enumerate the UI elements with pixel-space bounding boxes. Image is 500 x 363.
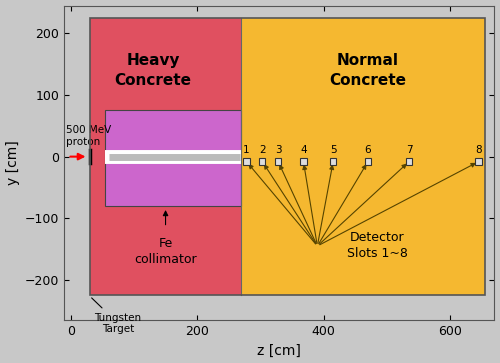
X-axis label: z [cm]: z [cm] [258,343,302,358]
Text: 1: 1 [243,146,250,155]
Bar [330,159,336,165]
Text: 5: 5 [330,146,336,155]
Text: Normal
Concrete: Normal Concrete [330,53,406,88]
Bar [90,18,485,295]
Text: Tungsten
Target: Tungsten Target [92,298,142,334]
Text: 6: 6 [364,146,372,155]
Bar [365,159,371,165]
Bar [476,159,482,165]
Text: 8: 8 [476,146,482,155]
Text: 3: 3 [275,146,281,155]
Text: Heavy
Concrete: Heavy Concrete [114,53,192,88]
Text: Fe
collimator: Fe collimator [134,237,197,266]
Bar [106,110,242,206]
Text: 7: 7 [406,146,412,155]
Text: 2: 2 [259,146,266,155]
Bar [275,159,281,165]
Text: Detector
Slots 1~8: Detector Slots 1~8 [347,231,408,260]
Bar [242,18,485,295]
Bar [90,18,242,295]
Bar [244,159,250,165]
Bar [300,159,306,165]
Text: 4: 4 [300,146,306,155]
Bar [406,159,412,165]
Text: 500 MeV
proton: 500 MeV proton [66,125,111,147]
Bar [259,159,266,165]
Y-axis label: y [cm]: y [cm] [6,140,20,185]
